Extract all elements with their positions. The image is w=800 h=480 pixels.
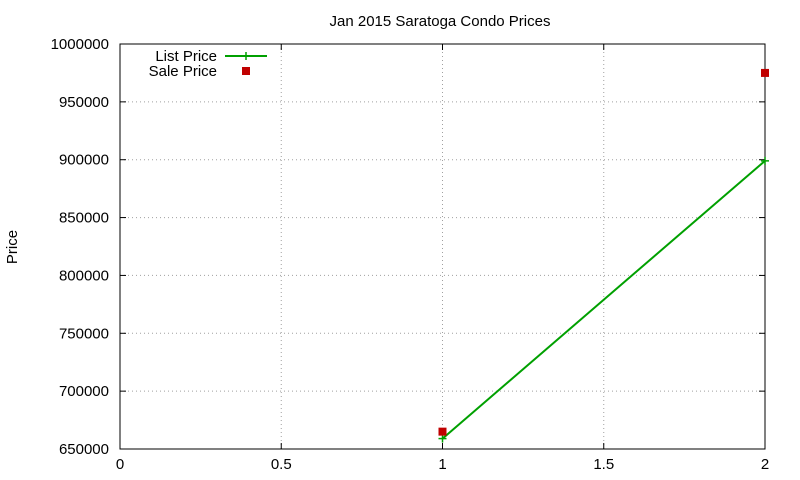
legend-marker [242,67,250,75]
data-point [761,156,769,165]
legend-marker [242,52,250,60]
series-line [441,160,766,440]
legend-entry: Sale Price [149,63,250,80]
y-tick-label: 700000 [59,383,109,400]
series-sale-price [438,68,769,436]
y-tick-label: 800000 [59,267,109,284]
data-point [761,68,769,77]
y-tick-label: 850000 [59,210,109,227]
x-tick-label: 0 [116,456,124,473]
x-tick-label: 2 [761,456,769,473]
y-tick-label: 750000 [59,325,109,342]
x-tick-label: 0.5 [271,456,292,473]
data-point [438,434,447,443]
axes: 0 0.5 1 1.5 2 650000 700000 750000 800000 850000 9… [51,36,770,473]
y-tick-label: 1000000 [51,36,109,53]
x-tick-label: 1.5 [593,456,614,473]
legend-entry: List Price [155,48,267,65]
legend-label: Sale Price [149,63,217,80]
legend-label: List Price [155,48,217,65]
y-tick-label: 650000 [59,441,109,458]
x-tick-label: 1 [438,456,446,473]
chart-title: Jan 2015 Saratoga Condo Prices [330,13,551,30]
series-list-price [438,156,769,443]
data-point [438,427,447,436]
y-tick-label: 900000 [59,152,109,169]
plot-area [438,68,769,443]
y-tick-label: 950000 [59,94,109,111]
y-axis-title: Price [4,230,21,264]
